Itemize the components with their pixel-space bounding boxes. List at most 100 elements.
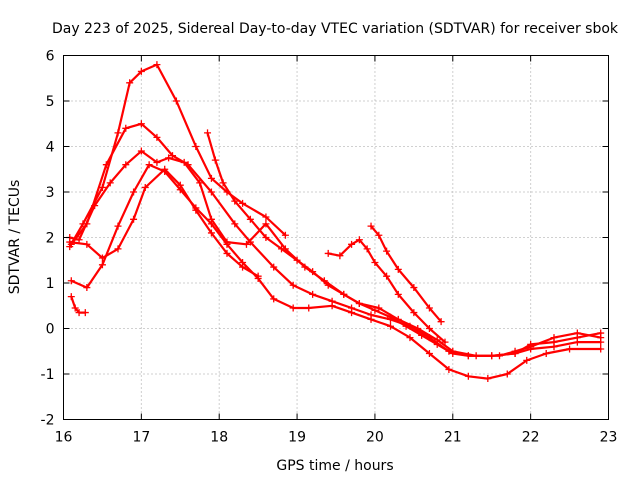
data-series-track-4 — [66, 165, 262, 280]
x-tick-label: 22 — [522, 430, 540, 446]
data-point — [83, 284, 91, 292]
data-point — [141, 183, 149, 191]
data-point — [262, 220, 270, 228]
data-point — [371, 259, 379, 267]
data-point — [196, 179, 204, 187]
data-point — [425, 325, 433, 332]
data-point — [75, 236, 83, 244]
series-trace — [68, 150, 602, 357]
data-point — [192, 143, 200, 150]
data-point — [527, 340, 535, 348]
data-point — [367, 315, 375, 323]
data-point — [71, 304, 79, 312]
series-trace — [369, 225, 443, 323]
data-point — [309, 268, 317, 276]
data-point — [511, 350, 519, 358]
data-point — [488, 352, 496, 360]
data-point — [172, 97, 180, 105]
data-point — [597, 345, 605, 353]
y-tick-label: 2 — [46, 231, 55, 247]
series-trace — [70, 163, 602, 380]
data-point — [66, 238, 74, 246]
data-point — [278, 245, 285, 253]
data-point — [542, 350, 550, 358]
data-point — [410, 284, 418, 292]
data-point — [207, 188, 215, 196]
data-point — [165, 154, 173, 162]
series-trace — [70, 295, 87, 314]
data-point — [305, 304, 313, 312]
y-tick-label: -1 — [41, 367, 55, 383]
grid — [63, 55, 609, 420]
data-point — [355, 236, 363, 244]
data-point — [394, 265, 402, 273]
data-point — [262, 234, 270, 241]
data-point — [484, 375, 492, 383]
data-point — [98, 183, 106, 191]
data-point — [67, 293, 75, 301]
y-tick-label: 0 — [46, 322, 55, 338]
data-point — [180, 158, 188, 166]
data-point — [289, 281, 297, 289]
data-point — [153, 133, 161, 141]
data-point — [348, 240, 356, 248]
data-point — [223, 249, 231, 257]
data-point — [367, 222, 375, 230]
data-point — [98, 261, 106, 269]
data-point — [414, 325, 422, 332]
data-series-track-9 — [67, 293, 89, 317]
data-point — [219, 179, 227, 187]
data-point — [262, 213, 270, 221]
data-point — [383, 272, 391, 280]
y-tick-label: 1 — [46, 276, 55, 292]
y-tick-label: -2 — [41, 413, 55, 429]
data-point — [425, 350, 433, 358]
y-axis-label: SDTVAR / TECUs — [7, 180, 23, 295]
data-series-track-3 — [66, 147, 605, 360]
data-point — [270, 295, 278, 303]
data-point — [126, 79, 134, 87]
data-point — [231, 220, 239, 228]
data-point — [91, 202, 99, 210]
data-point — [122, 124, 130, 132]
data-point — [137, 67, 145, 75]
data-series-track-7 — [324, 236, 449, 346]
data-point — [441, 338, 449, 346]
data-series-track-8 — [367, 222, 445, 326]
data-point — [102, 161, 110, 169]
data-point — [309, 290, 317, 298]
data-point — [375, 304, 383, 312]
data-point — [324, 249, 332, 257]
data-point — [371, 306, 379, 314]
data-point — [145, 161, 153, 169]
data-series-track-5 — [67, 161, 605, 383]
x-tick-label: 21 — [444, 430, 462, 446]
data-point — [394, 290, 402, 298]
data-point — [239, 199, 247, 207]
data-point — [153, 158, 161, 166]
data-point — [566, 345, 574, 353]
data-point — [387, 322, 394, 330]
data-point — [355, 299, 363, 307]
data-point — [137, 147, 145, 155]
data-point — [153, 61, 161, 69]
data-point — [503, 370, 511, 378]
data-point — [231, 197, 239, 205]
data-point — [363, 245, 371, 253]
y-tick-label: 3 — [46, 185, 55, 201]
data-point — [106, 179, 114, 187]
data-point — [597, 329, 605, 337]
data-point — [328, 302, 336, 310]
data-point — [254, 274, 262, 282]
data-point — [176, 186, 184, 194]
data-point — [573, 334, 581, 342]
data-point — [192, 204, 200, 212]
data-point — [67, 277, 75, 285]
data-point — [204, 129, 212, 137]
data-series-track-6 — [204, 129, 605, 360]
data-point — [418, 331, 426, 339]
x-tick-label: 23 — [600, 430, 618, 446]
data-point — [246, 215, 254, 223]
data-point — [464, 372, 472, 380]
